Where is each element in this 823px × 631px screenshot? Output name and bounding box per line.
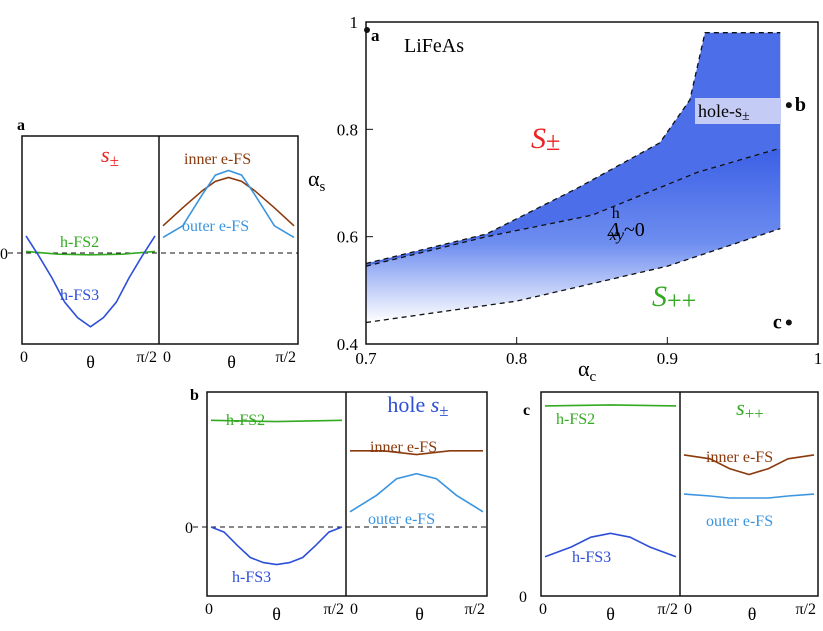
x-tick-label: 0.8 [506,349,527,368]
panel-label: c [523,402,530,419]
x-tick-label: 0.7 [355,349,377,368]
y-tick-label: 0.6 [337,228,358,247]
x-tick-label: 1 [814,349,823,368]
outer-e-fs-curve [683,493,815,499]
right-x-tick-0: 0 [350,601,358,618]
h-fs2-curve [210,419,343,423]
h-fs3-label: h-FS3 [572,549,611,566]
region-label-hole-spm: hole-s± [698,101,750,124]
left-x-tick-0: 0 [20,349,28,366]
left-x-tick-theta: θ [606,604,615,624]
s-boundary-lower-line [365,227,781,324]
h-fs3-curve [544,532,677,558]
h-fs3-curve [210,526,343,566]
right-x-tick-pi2: π/2 [275,349,296,366]
left-x-tick-theta: θ [272,604,281,624]
h-fs2-label: h-FS2 [556,411,595,428]
panel-title: hole s± [387,392,448,420]
point-label-c: c [773,312,782,334]
h-fs3-label: h-FS3 [60,287,99,304]
outer-e-fs-curve [162,169,295,239]
region-label-delta: Δh xy~0 [607,205,645,244]
material-label: LiFeAs [404,35,464,57]
y-tick-label: 1 [350,13,359,32]
point-c [785,319,792,326]
left-x-tick-pi2: π/2 [323,601,344,618]
panel-frame [206,391,488,597]
hole-spm-region-fill [366,32,781,267]
left-x-tick-0: 0 [205,601,213,618]
y-tick-label: 0 [519,589,527,606]
left-x-tick-theta: θ [86,352,95,372]
y-tick-label: 0 [185,520,193,537]
h-fs2-curve [544,404,677,407]
left-x-tick-0: 0 [539,601,547,618]
h-fs3-label: h-FS3 [232,569,271,586]
h-fs2-label: h-FS2 [226,412,265,429]
inner-e-fs-curve [683,454,815,476]
outer-e-fs-label: outer e-FS [706,513,773,530]
inner-e-fs-label: inner e-FS [184,151,251,168]
inner-e-fs-label: inner e-FS [706,449,773,466]
point-a [364,27,370,34]
h-fs3-curve [25,235,156,328]
hole-spm-label-bg [695,98,781,124]
inner-e-fs-curve [162,176,295,227]
y-axis-label: αs [308,166,326,195]
y-tick-label: 0 [0,246,8,263]
right-x-tick-pi2: π/2 [464,601,485,618]
x-tick-label: 0.9 [657,349,678,368]
y-tick-label: 0.8 [337,120,358,139]
point-label-b: b [795,94,806,116]
point-b [785,102,792,109]
s-boundary-upper-line [365,32,781,265]
inner-e-fs-curve [350,450,483,456]
phase-diagram-frame [365,21,819,345]
panel-label: b [190,387,199,404]
h-fs2-curve [25,250,156,256]
h-fs2-label: h-FS2 [60,234,99,251]
main-panel-label: a [371,26,380,45]
outer-e-fs-label: outer e-FS [182,218,249,235]
panel-title: s++ [736,395,764,423]
panel-frame [21,135,299,345]
panel-label: a [17,117,25,134]
panel-a-s: 0 a s± h-FS2 h-FS3 inner e-FS outer e-FS 0 θ π/2 0… [0,117,299,372]
region-label-s-pp: S++ [652,280,696,315]
phase-diagram: 0.7 0.8 0.9 1 0.4 0.6 0.8 1 a LiFeAs S± hole-s±… [308,13,822,385]
outer-e-fs-label: outer e-FS [368,511,435,528]
panel-b-hole-s: 0 b hole s± h-FS2 h-FS3 inner e-FS outer e-FS 0… [185,387,488,624]
right-x-tick-0: 0 [163,349,171,366]
panel-c-s: 0 c s++ h-FS2 h-FS3 inner e-FS outer e-FS 0 θ π/2… [519,391,819,624]
region-label-s-pm: S± [531,122,560,156]
inner-e-fs-label: inner e-FS [370,439,437,456]
right-x-tick-0: 0 [684,601,692,618]
right-x-tick-theta: θ [748,604,757,624]
left-x-tick-pi2: π/2 [657,601,678,618]
transition-band-fill [366,148,781,323]
x-axis-label: αc [578,356,597,385]
left-x-tick-pi2: π/2 [136,349,157,366]
y-tick-label: 0.4 [337,335,359,354]
right-x-tick-theta: θ [227,352,236,372]
right-x-tick-theta: θ [415,604,424,624]
xy-0-line-line [365,147,781,267]
panel-title: s± [101,142,119,170]
outer-e-fs-curve [349,472,484,513]
right-x-tick-pi2: π/2 [795,601,816,618]
